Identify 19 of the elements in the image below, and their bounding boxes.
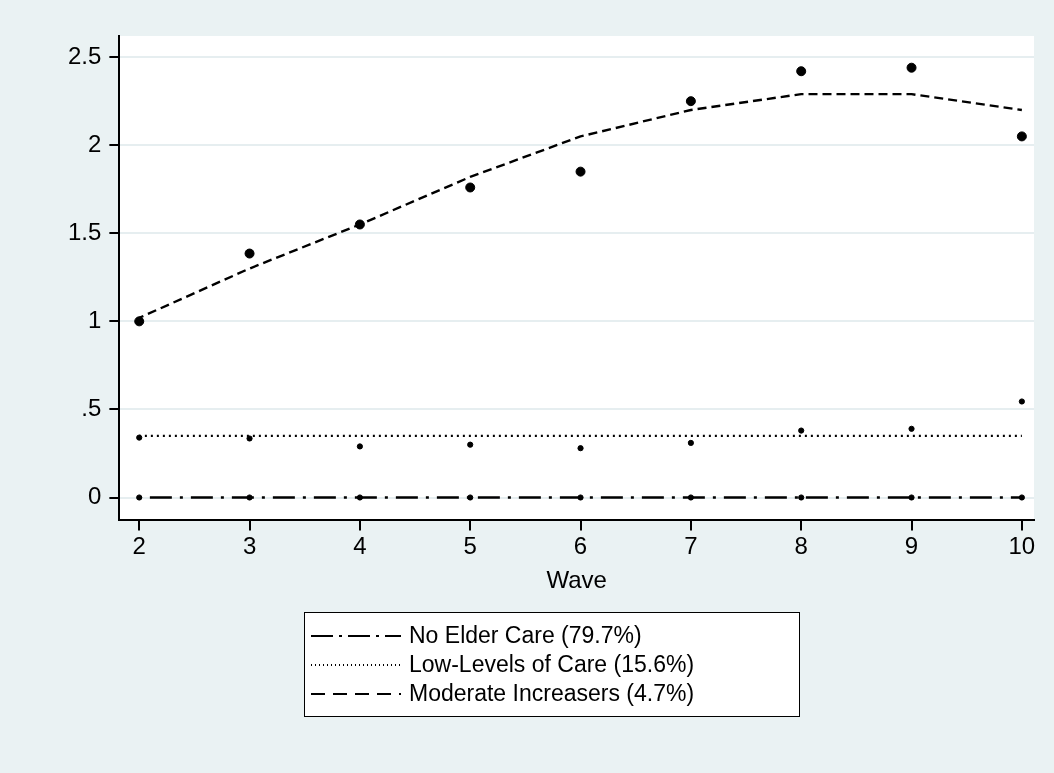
y-tick-label: 2 <box>88 129 102 157</box>
y-tick-label: 2.5 <box>67 41 102 69</box>
x-tick-label: 4 <box>353 532 367 560</box>
x-tick-label: 9 <box>904 532 919 560</box>
legend-label: Moderate Increasers (4.7%) <box>409 680 695 707</box>
x-tick-label: 3 <box>242 532 257 560</box>
x-axis-title: Wave <box>546 566 607 594</box>
legend-label: No Elder Care (79.7%) <box>409 622 642 649</box>
legend-label: Low-Levels of Care (15.6%) <box>409 651 695 678</box>
y-tick-label: 1.5 <box>67 217 102 245</box>
x-tick-label: 2 <box>132 532 146 560</box>
y-tick-label: 1 <box>88 305 102 333</box>
y-tick-label: .5 <box>81 394 102 422</box>
x-tick-label: 5 <box>463 532 477 560</box>
y-tick-label: 0 <box>88 482 102 510</box>
x-tick-label: 6 <box>573 532 588 560</box>
x-tick-label: 8 <box>794 532 808 560</box>
x-tick-label: 7 <box>684 532 698 560</box>
x-tick-label: 10 <box>1008 532 1036 560</box>
